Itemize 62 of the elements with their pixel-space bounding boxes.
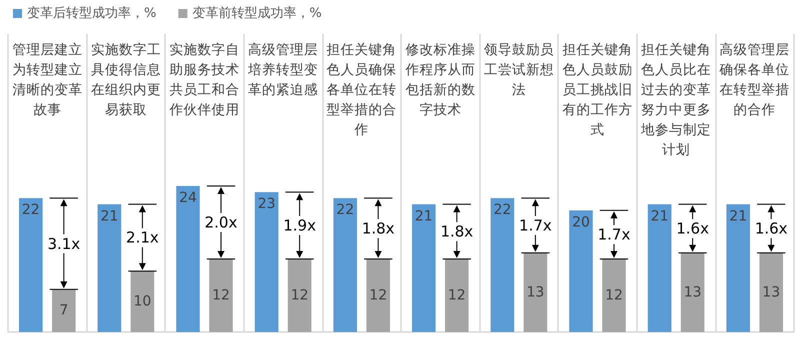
- annotation: 1.8x: [362, 220, 395, 238]
- bar: [288, 259, 312, 332]
- x-tick-label: 高级管理层确保各单位在转型举措的合作: [718, 42, 790, 118]
- data-label: 22: [22, 202, 40, 218]
- bar: [490, 198, 514, 332]
- bar: [209, 259, 233, 332]
- data-label: 13: [526, 284, 544, 300]
- x-tick-label: 担任关键角色人员比在过去的变革努力中更多地参与制定计划: [640, 42, 712, 158]
- data-label: 12: [369, 288, 388, 304]
- x-tick-label: 修改标准操作程序从而包括新的数字技术: [404, 42, 476, 118]
- data-label: 21: [650, 208, 669, 224]
- data-label: 20: [572, 214, 590, 230]
- bar: [333, 198, 357, 332]
- bar: [759, 252, 783, 332]
- annotation: 2.0x: [204, 214, 238, 232]
- bar: [254, 192, 278, 332]
- data-label: 12: [605, 288, 623, 304]
- annotation: 1.6x: [676, 220, 710, 238]
- bar: [648, 204, 672, 332]
- bar: [52, 289, 76, 332]
- bar: [412, 204, 436, 332]
- x-tick-label: 管理层建立为转型建立清晰的变革故事: [12, 42, 82, 118]
- annotation: 1.8x: [440, 222, 474, 241]
- data-label: 22: [493, 202, 512, 218]
- data-label: 22: [336, 202, 354, 218]
- data-label: 21: [729, 208, 748, 224]
- x-tick-label: 担任关键角色人员确保各单位在转型举措的合作: [326, 42, 397, 138]
- legend-label: 变革后转型成功率，%: [27, 5, 156, 21]
- annotation: 1.6x: [754, 220, 788, 238]
- bar: [130, 271, 154, 332]
- x-tick-label: 实施数字工具使得信息在组织内更易获取: [90, 42, 161, 118]
- data-label: 24: [179, 190, 197, 206]
- data-label: 21: [100, 208, 118, 224]
- bar: [524, 252, 548, 332]
- data-label: 21: [414, 208, 433, 224]
- annotation: 1.7x: [519, 216, 552, 235]
- bar: [366, 259, 390, 332]
- data-label: 13: [684, 284, 702, 300]
- annotation: 1.7x: [598, 226, 630, 244]
- data-label: 12: [448, 288, 466, 304]
- bar: [445, 259, 469, 332]
- annotation: 1.9x: [283, 216, 316, 235]
- x-tick-label: 高级管理层培养转型变革的紧迫感: [247, 42, 318, 98]
- data-label: 13: [762, 284, 780, 300]
- bar: [602, 259, 626, 332]
- bar: [176, 186, 200, 332]
- bar: [19, 198, 43, 332]
- bar: [98, 204, 122, 332]
- x-tick-label: 实施数字自助服务技术共员工和合作伙伴使用: [168, 42, 240, 118]
- data-label: 7: [59, 302, 68, 319]
- legend-label: 变革前转型成功率，%: [192, 5, 322, 21]
- annotation: 3.1x: [47, 234, 80, 253]
- data-label: 12: [290, 288, 309, 304]
- bar: [726, 204, 750, 332]
- x-tick-label: 担任关键角色人员鼓励员工挑战旧有的工作方式: [562, 42, 632, 138]
- annotation: 2.1x: [126, 228, 159, 247]
- x-tick-label: 领导鼓励员工尝试新想法: [484, 42, 554, 98]
- data-label: 23: [258, 196, 276, 212]
- data-label: 10: [133, 294, 152, 310]
- bar: [569, 210, 593, 332]
- bar: [680, 252, 704, 332]
- data-label: 12: [212, 288, 230, 304]
